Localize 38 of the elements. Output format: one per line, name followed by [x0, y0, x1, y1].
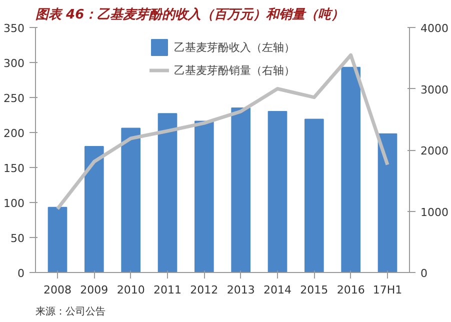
y2-tick-label: 4000: [420, 22, 448, 35]
y2-tick-label: 3000: [420, 83, 448, 96]
chart-title: 图表 46：乙基麦芽酚的收入（百万元）和销量（吨）: [36, 6, 344, 22]
legend-label: 乙基麦芽酚收入（左轴）: [174, 40, 295, 54]
bar: [194, 120, 214, 272]
y-tick-label: 350: [4, 22, 25, 35]
bar: [341, 66, 360, 272]
x-tick-label: 2010: [116, 284, 145, 296]
y-tick-label: 0: [18, 267, 24, 280]
legend-label: 乙基麦芽酚销量（右轴）: [174, 62, 295, 78]
x-tick-label: 17H1: [372, 284, 402, 296]
y2-tick-label: 0: [420, 267, 428, 280]
x-tick-label: 2016: [336, 284, 365, 296]
line-series: [56, 53, 390, 211]
y-tick-label: 100: [4, 197, 25, 210]
y-tick-label: 200: [4, 127, 25, 140]
y2-tick-label: 1000: [420, 206, 448, 219]
y-tick-label: 300: [4, 57, 25, 70]
x-tick-label: 2013: [226, 284, 255, 296]
bar: [378, 133, 398, 272]
y2-tick-label: 2000: [420, 144, 448, 158]
x-tick-label: 2014: [264, 284, 292, 296]
bar: [84, 146, 104, 272]
x-tick-label: 2012: [190, 284, 218, 296]
bar: [121, 128, 140, 272]
x-tick-label: 2011: [154, 284, 182, 296]
bar: [268, 111, 288, 272]
x-tick-label: 2015: [300, 284, 328, 296]
y-tick-label: 150: [4, 162, 25, 175]
y-tick-label: 50: [10, 232, 25, 245]
x-tick-label: 2009: [80, 284, 108, 296]
bar: [231, 108, 250, 272]
bar: [158, 113, 178, 272]
y-tick-label: 250: [4, 92, 25, 105]
bar: [304, 118, 324, 272]
source-note: 来源：公司公告: [36, 306, 106, 318]
x-tick-label: 2008: [44, 284, 72, 296]
bar: [48, 206, 68, 272]
